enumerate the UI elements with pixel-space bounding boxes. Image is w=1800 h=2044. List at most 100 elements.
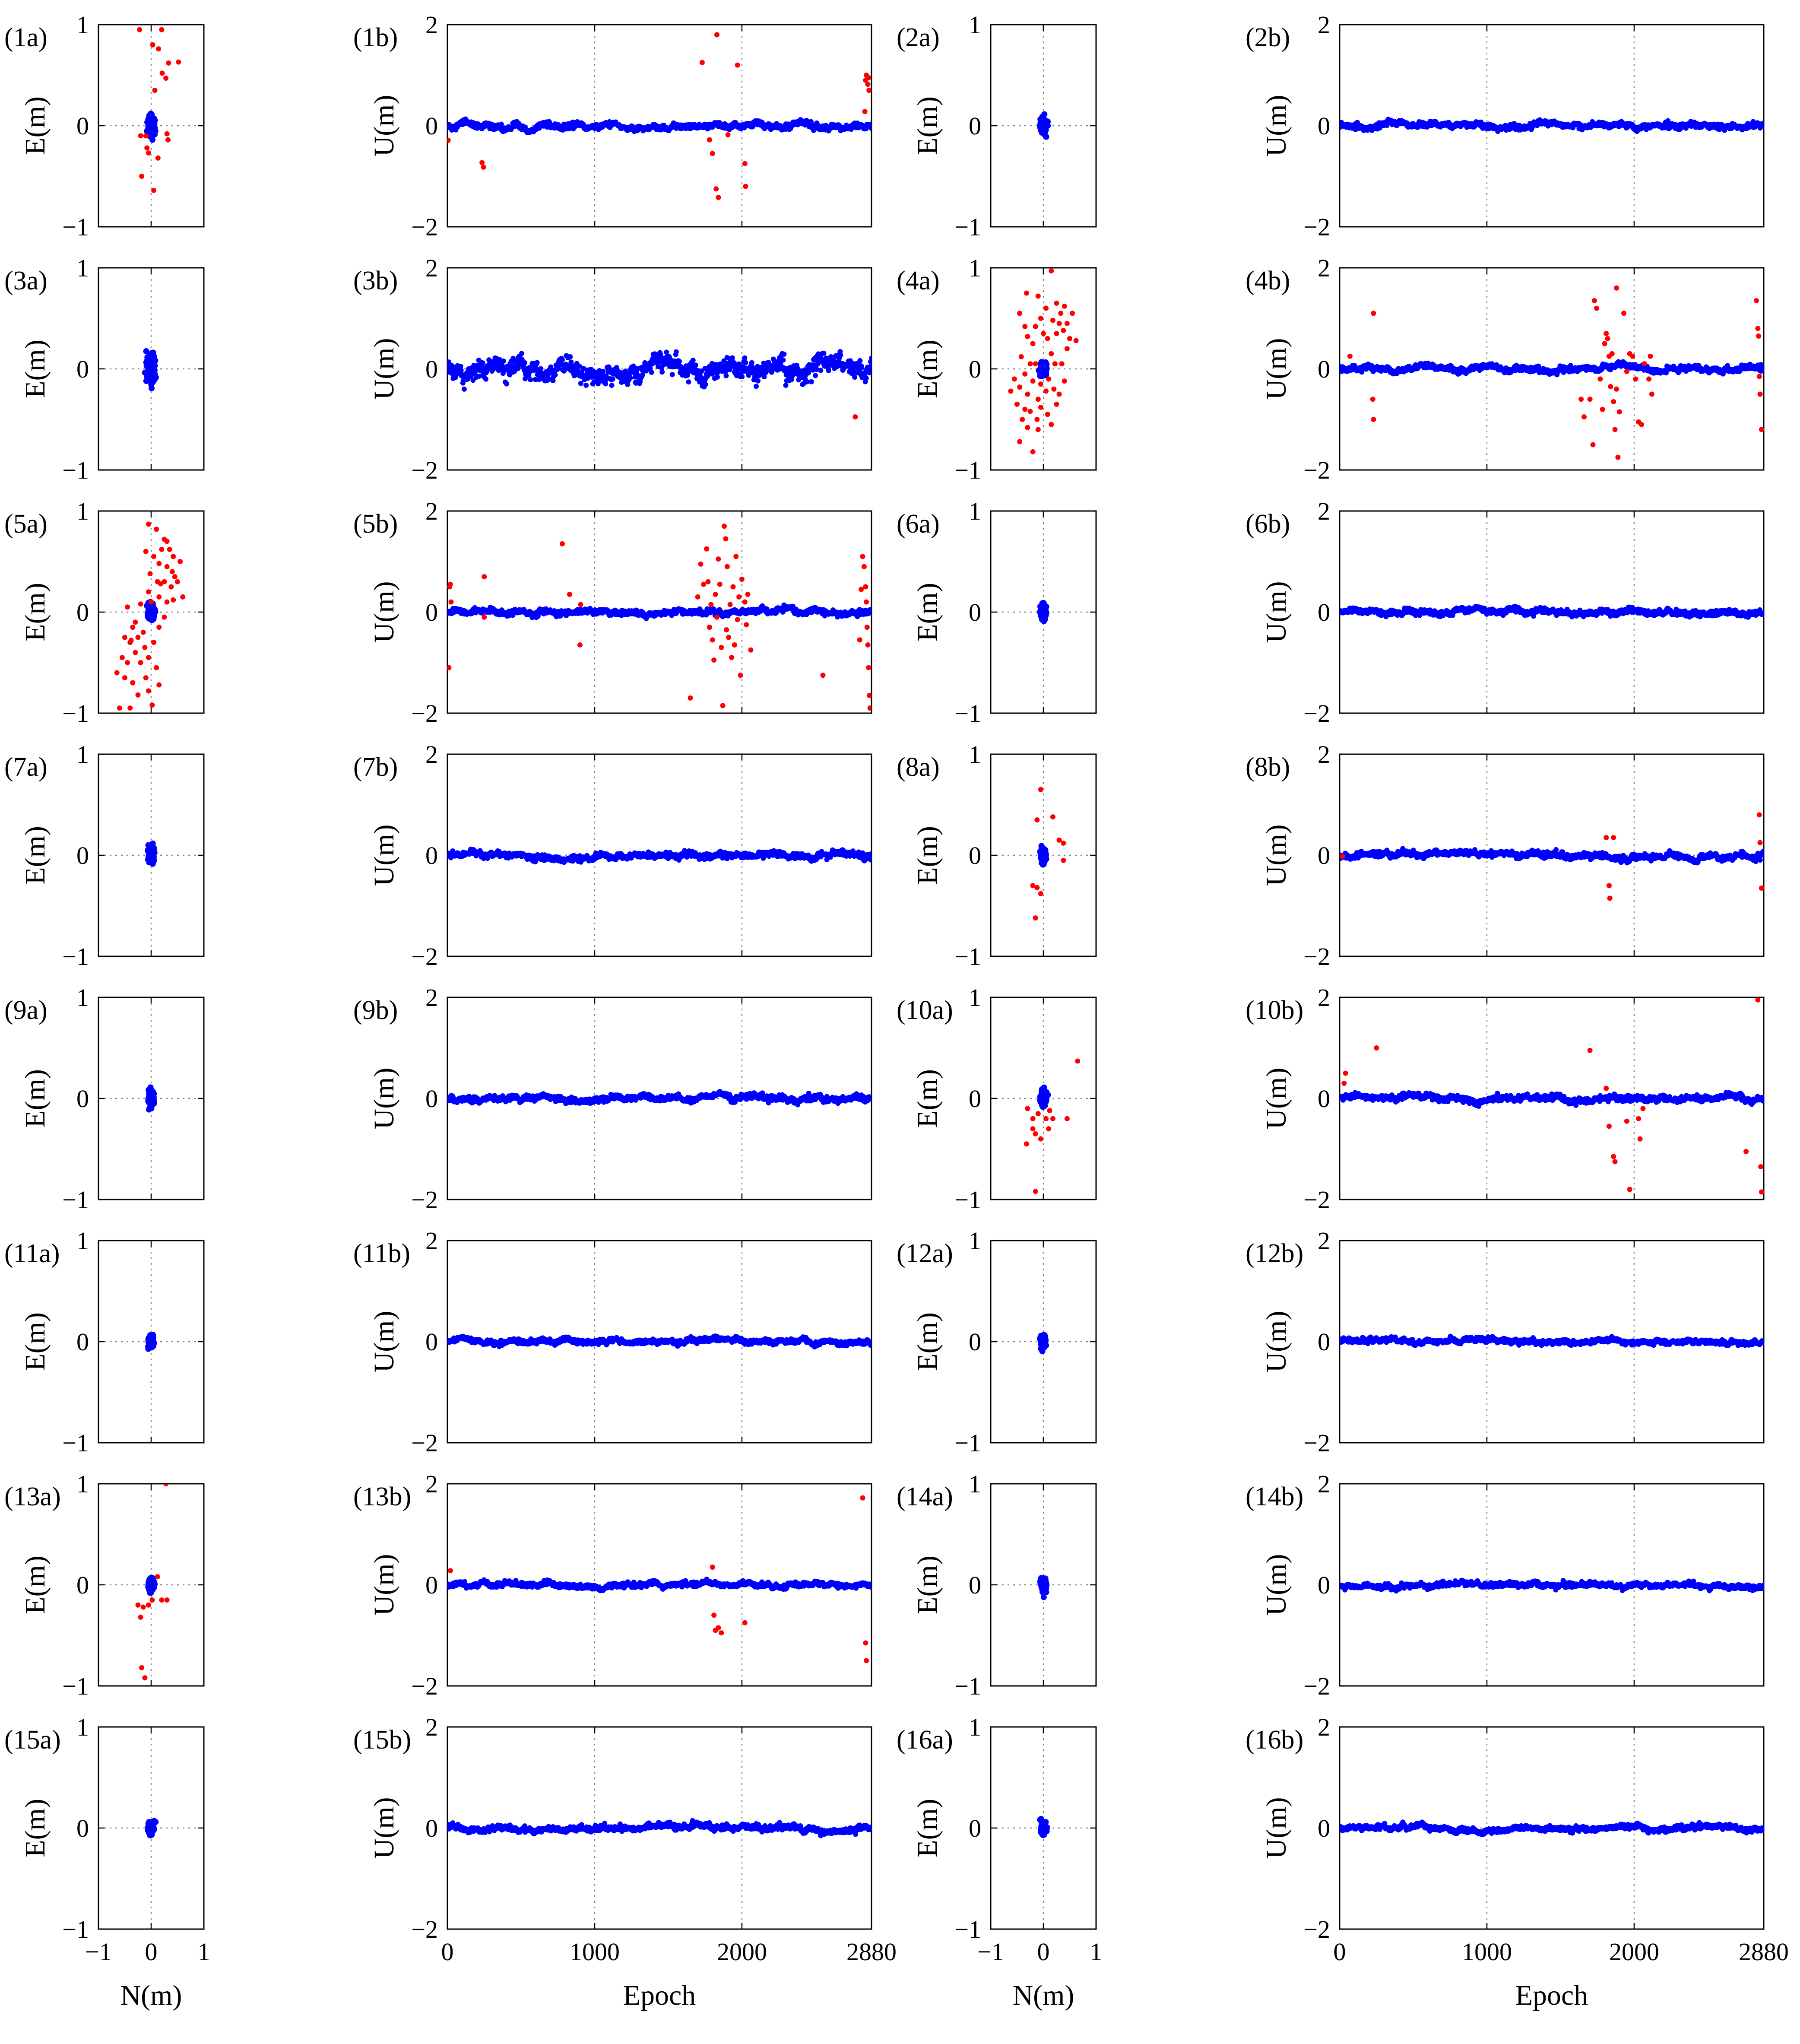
inlier-point <box>522 360 528 365</box>
inlier-point <box>721 358 727 364</box>
outlier-point <box>1017 384 1023 390</box>
y-tick-label: −1 <box>62 213 89 241</box>
outlier-point <box>1025 391 1030 397</box>
outlier-point <box>1030 449 1036 454</box>
y-tick-label: 2 <box>1318 11 1330 39</box>
inlier-point <box>152 374 159 381</box>
inlier-point <box>649 369 654 375</box>
data-marks <box>447 349 871 420</box>
outlier-point <box>1030 341 1036 346</box>
inlier-point <box>578 381 583 386</box>
inlier-point <box>852 375 858 380</box>
inlier-point <box>739 374 745 380</box>
outlier-point <box>1017 311 1023 316</box>
y-tick-label: 2 <box>1318 254 1330 282</box>
y-axis-label: E(m) <box>19 96 51 155</box>
y-tick-label: 1 <box>76 254 89 282</box>
y-tick-label: 0 <box>76 355 89 383</box>
inlier-point <box>731 360 737 365</box>
inlier-point <box>504 381 510 387</box>
outlier-point <box>1011 376 1017 382</box>
inlier-point <box>699 368 704 374</box>
inlier-point <box>857 358 863 364</box>
outlier-point <box>1056 321 1062 326</box>
inlier-point <box>664 349 669 355</box>
outlier-point <box>1070 311 1075 316</box>
outlier-point <box>742 161 748 166</box>
inlier-point <box>705 373 711 378</box>
data-marks <box>142 348 159 391</box>
inlier-point <box>821 350 827 356</box>
inlier-point <box>147 377 154 384</box>
ne-scatter-panel: −101(4a)E(m) <box>897 254 1097 484</box>
outlier-point <box>1059 361 1065 367</box>
data-marks <box>1008 268 1079 454</box>
outlier-point <box>151 187 157 193</box>
outlier-point <box>866 75 871 80</box>
inlier-point <box>804 379 810 385</box>
outlier-point <box>1014 401 1020 407</box>
inlier-point <box>501 358 506 364</box>
outlier-point <box>1033 324 1038 329</box>
outlier-point <box>1049 422 1054 427</box>
outlier-point <box>144 145 150 151</box>
outlier-point <box>865 82 871 87</box>
inlier-point <box>851 370 857 375</box>
inlier-point <box>859 365 865 371</box>
outlier-point <box>714 32 719 38</box>
inlier-point <box>625 381 631 387</box>
outlier-point <box>1054 401 1059 407</box>
inlier-point <box>669 372 675 378</box>
y-tick-label: 0 <box>425 112 438 140</box>
inlier-point <box>538 366 543 371</box>
outlier-point <box>1035 397 1041 402</box>
outlier-point <box>1022 371 1028 377</box>
inlier-point <box>868 363 871 369</box>
y-axis-label: U(m) <box>1261 95 1292 157</box>
panel-label: (4a) <box>897 266 940 295</box>
outlier-point <box>1054 331 1059 336</box>
outlier-point <box>725 132 731 138</box>
y-tick-label: 0 <box>969 355 981 383</box>
outlier-point <box>1049 351 1054 356</box>
outlier-point <box>139 174 145 179</box>
inlier-point <box>743 360 748 365</box>
u-series-panel: −202(1b)U(m) <box>353 11 872 241</box>
outlier-point <box>1008 388 1014 394</box>
inlier-point <box>780 357 786 363</box>
outlier-point <box>1035 427 1041 432</box>
inlier-point <box>515 365 521 371</box>
outlier-point <box>1050 317 1055 323</box>
y-tick-label: −2 <box>411 213 438 241</box>
panel-label: (3b) <box>353 266 398 295</box>
y-axis-label: U(m) <box>368 338 400 400</box>
outlier-point <box>1024 290 1029 296</box>
inlier-point <box>863 375 869 381</box>
outlier-point <box>1064 346 1070 352</box>
inlier-point <box>609 382 615 388</box>
inlier-point <box>749 360 754 365</box>
outlier-point <box>1043 305 1049 311</box>
inlier-point <box>678 364 684 369</box>
inlier-point <box>577 363 582 369</box>
outlier-point <box>1045 336 1050 341</box>
y-tick-label: −1 <box>954 213 981 241</box>
outlier-point <box>143 133 149 139</box>
inlier-point <box>461 386 467 392</box>
panel-label: (2b) <box>1245 23 1290 52</box>
inlier-point <box>148 385 155 391</box>
outlier-point <box>713 186 719 192</box>
inlier-point <box>869 126 871 131</box>
inlier-point <box>1038 124 1044 130</box>
inlier-point <box>715 374 720 380</box>
outlier-point <box>716 195 721 200</box>
y-axis-label: U(m) <box>368 95 400 157</box>
outlier-point <box>1027 409 1033 414</box>
outlier-point <box>176 59 181 65</box>
inlier-point <box>147 124 154 130</box>
outlier-point <box>1027 361 1033 367</box>
outlier-point <box>862 109 868 114</box>
inlier-point <box>528 377 533 383</box>
outlier-point <box>699 60 705 65</box>
